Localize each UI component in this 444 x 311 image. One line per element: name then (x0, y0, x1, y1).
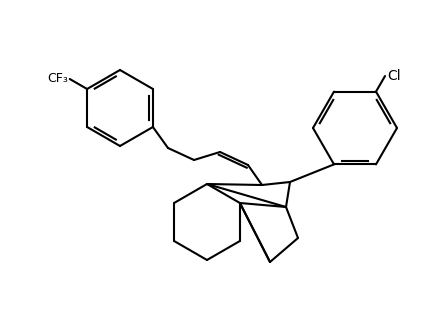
Text: Cl: Cl (387, 69, 400, 83)
Text: CF₃: CF₃ (47, 72, 68, 86)
